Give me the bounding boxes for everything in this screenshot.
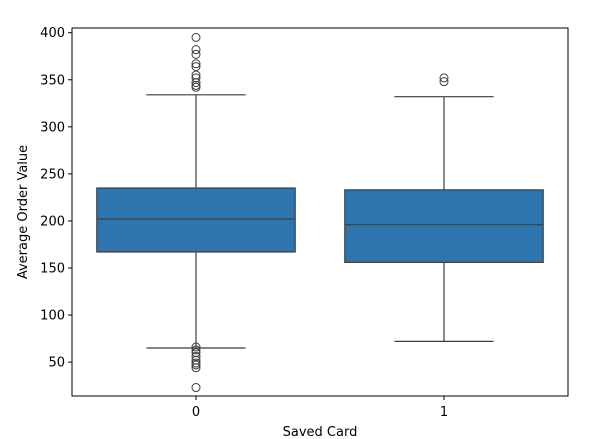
outlier-point	[191, 45, 201, 55]
outlier-point	[191, 345, 201, 355]
y-tick-label: 350	[40, 73, 65, 88]
y-axis: 50 100 150 200 250 300 350 400	[40, 26, 72, 371]
outlier-point	[191, 360, 201, 370]
box-group-1	[344, 73, 544, 343]
boxplot-series	[96, 32, 544, 393]
box-iqr	[344, 189, 544, 263]
y-tick-label: 50	[48, 356, 65, 371]
outlier-point	[191, 59, 201, 69]
y-tick-label: 200	[40, 214, 65, 229]
y-tick-label: 400	[40, 26, 65, 41]
outlier-point	[191, 49, 201, 59]
y-tick-label: 250	[40, 167, 65, 182]
outlier-point	[191, 363, 201, 373]
y-tick-label: 300	[40, 120, 65, 135]
outlier-point	[191, 342, 201, 352]
outlier-point	[439, 77, 449, 87]
outlier-point	[439, 73, 449, 83]
box-iqr	[96, 187, 296, 253]
y-tick-label: 150	[40, 262, 65, 277]
outlier-point	[191, 383, 201, 393]
y-tick-label: 100	[40, 309, 65, 324]
x-tick-label: 1	[440, 405, 448, 420]
outlier-point	[191, 32, 201, 42]
x-tick-label: 0	[192, 405, 200, 420]
y-axis-label: Average Order Value	[16, 145, 31, 279]
outlier-point	[191, 78, 201, 88]
plot-frame	[71, 27, 569, 397]
outlier-point	[191, 82, 201, 92]
box-group-0	[96, 32, 296, 393]
x-axis-label: Saved Card	[283, 425, 358, 439]
